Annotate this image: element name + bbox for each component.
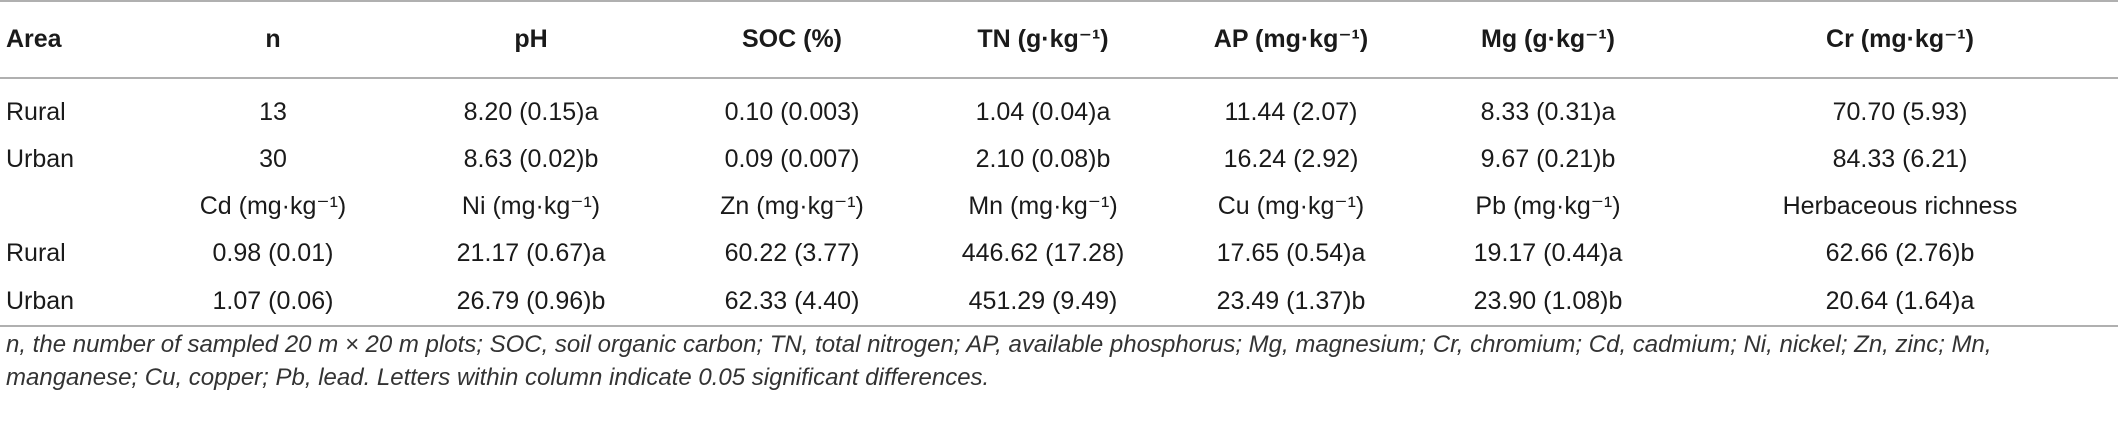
table-cell: 62.66 (2.76)b <box>1825 239 1975 267</box>
table-cell: 8.33 (0.31)a <box>1480 98 1616 126</box>
table-cell <box>0 183 150 230</box>
table-cell: 0.09 (0.007) <box>724 145 860 173</box>
subheader-pb: Pb (mg·kg⁻¹) <box>1475 192 1621 220</box>
header-soc: SOC (%) <box>666 0 918 79</box>
table-cell: 0.98 (0.01) <box>212 239 334 267</box>
table-cell: 451.29 (9.49) <box>918 277 1168 327</box>
table-cell: 446.62 (17.28) <box>961 239 1125 267</box>
table-cell: 84.33 (6.21) <box>1832 145 1968 173</box>
table-cell: 17.65 (0.54)a <box>1216 239 1366 267</box>
subheader-cu: Cu (mg·kg⁻¹) <box>1217 192 1365 220</box>
table-cell: Urban <box>0 277 150 327</box>
table-cell: 11.44 (2.07) <box>1224 98 1358 126</box>
header-ap: AP (mg·kg⁻¹) <box>1168 0 1414 79</box>
subheader-cd: Cd (mg·kg⁻¹) <box>199 192 347 220</box>
table-footnote: n, the number of sampled 20 m × 20 m plo… <box>6 331 1992 391</box>
table-cell: 23.90 (1.08)b <box>1414 277 1682 327</box>
table-row: Rural 0.98 (0.01) 21.17 (0.67)a 60.22 (3… <box>0 230 2118 277</box>
subheader-ni: Ni (mg·kg⁻¹) <box>461 192 601 220</box>
table-cell: 21.17 (0.67)a <box>456 239 606 267</box>
table-cell: 1.04 (0.04)a <box>975 98 1111 126</box>
table-cell: 26.79 (0.96)b <box>396 277 666 327</box>
table-cell: 30 <box>259 145 287 173</box>
subheader-row: Cd (mg·kg⁻¹) Ni (mg·kg⁻¹) Zn (mg·kg⁻¹) M… <box>0 183 2118 230</box>
table-cell: 16.24 (2.92) <box>1223 145 1359 173</box>
header-cr: Cr (mg·kg⁻¹) <box>1682 0 2118 79</box>
table-cell: 70.70 (5.93) <box>1832 98 1968 126</box>
subheader-zn: Zn (mg·kg⁻¹) <box>720 192 864 220</box>
table-cell: 9.67 (0.21)b <box>1480 145 1616 173</box>
table-cell: 1.07 (0.06) <box>150 277 396 327</box>
header-tn: TN (g·kg⁻¹) <box>918 0 1168 79</box>
table-row: Urban 1.07 (0.06) 26.79 (0.96)b 62.33 (4… <box>0 277 2118 327</box>
table-cell: 19.17 (0.44)a <box>1473 239 1623 267</box>
soil-properties-table: Area n pH SOC (%) TN (g·kg⁻¹) AP (mg·kg⁻… <box>0 0 2118 327</box>
subheader-herbaceous-richness: Herbaceous richness <box>1782 192 2018 220</box>
header-area: Area <box>0 0 150 79</box>
table-cell: 8.20 (0.15)a <box>463 98 599 126</box>
table-row: Urban 30 8.63 (0.02)b 0.09 (0.007) 2.10 … <box>0 136 2118 183</box>
table-cell: 0.10 (0.003) <box>724 98 860 126</box>
table-cell: 20.64 (1.64)a <box>1682 277 2118 327</box>
table-cell: 60.22 (3.77) <box>724 239 860 267</box>
table-row: Rural 13 8.20 (0.15)a 0.10 (0.003) 1.04 … <box>0 78 2118 136</box>
header-ph: pH <box>396 0 666 79</box>
table-cell: 2.10 (0.08)b <box>975 145 1111 173</box>
table-header-row: Area n pH SOC (%) TN (g·kg⁻¹) AP (mg·kg⁻… <box>0 0 2118 79</box>
table-cell: Rural <box>6 98 66 126</box>
table-cell: Urban <box>6 145 75 173</box>
header-mg: Mg (g·kg⁻¹) <box>1414 0 1682 79</box>
table-cell: 23.49 (1.37)b <box>1168 277 1414 327</box>
table-cell: Rural <box>6 239 66 267</box>
table-cell: 13 <box>259 98 287 126</box>
subheader-mn: Mn (mg·kg⁻¹) <box>968 192 1118 220</box>
table-cell: 8.63 (0.02)b <box>463 145 599 173</box>
header-n: n <box>150 0 396 79</box>
table-cell: 62.33 (4.40) <box>666 277 918 327</box>
